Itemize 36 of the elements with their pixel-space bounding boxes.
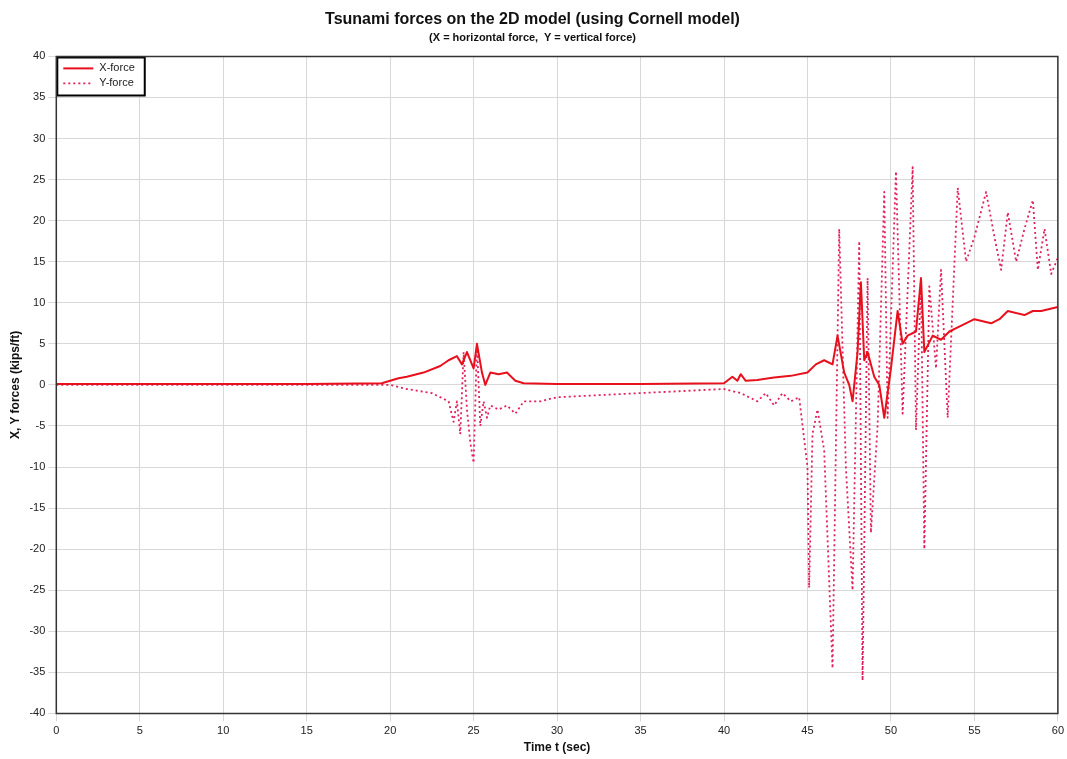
y-axis-title: X, Y forces (kips/ft) — [7, 330, 22, 440]
y-tick-label: -25 — [29, 583, 46, 596]
y-tick-label: -5 — [35, 418, 46, 431]
legend-label: Y-force — [99, 76, 134, 89]
y-tick-label: -30 — [29, 624, 46, 637]
y-tick-label: 25 — [33, 172, 46, 185]
x-tick-label: 60 — [1051, 724, 1065, 737]
x-tick-label: 15 — [300, 724, 313, 737]
x-tick-label: 45 — [801, 724, 814, 737]
y-tick-label: 10 — [33, 295, 46, 308]
chart-title: Tsunami forces on the 2D model (using Cornell model) — [325, 10, 740, 28]
y-tick-label: 35 — [33, 90, 46, 103]
x-tick-label: 50 — [884, 724, 898, 737]
chart-subtitle: (X = horizontal force, Y = vertical force) — [429, 30, 637, 43]
x-tick-label: 0 — [53, 724, 60, 737]
x-tick-label: 35 — [634, 724, 647, 737]
y-tick-label: -15 — [29, 501, 46, 514]
legend-label: X-force — [99, 61, 135, 74]
x-tick-label: 20 — [384, 724, 397, 737]
x-tick-label: 55 — [968, 724, 981, 737]
y-tick-label: 20 — [33, 213, 46, 226]
y-tick-label: -40 — [29, 706, 46, 719]
x-tick-label: 30 — [550, 724, 564, 737]
x-tick-label: 10 — [217, 724, 230, 737]
x-axis-title: Time t (sec) — [523, 740, 591, 755]
y-tick-label: -10 — [29, 460, 46, 473]
y-tick-label: 15 — [33, 254, 46, 267]
y-tick-label: 40 — [33, 49, 46, 62]
x-tick-label: 25 — [467, 724, 480, 737]
y-tick-label: -20 — [29, 542, 46, 555]
y-tick-label: 30 — [33, 131, 46, 144]
x-tick-label: 40 — [717, 724, 731, 737]
y-tick-label: 5 — [39, 336, 46, 349]
y-tick-label: 0 — [39, 377, 46, 390]
x-tick-label: 5 — [136, 724, 143, 737]
y-tick-label: -35 — [29, 665, 46, 678]
